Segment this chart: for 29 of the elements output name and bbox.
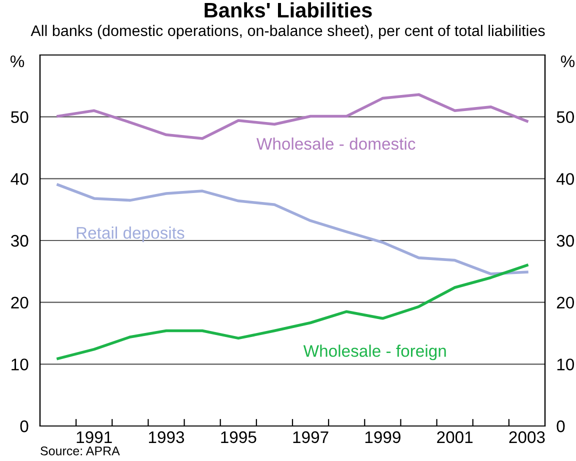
chart-subtitle: All banks (domestic operations, on-balance sheet), per cent of total liabilities bbox=[30, 24, 545, 40]
series-label: Wholesale - domestic bbox=[256, 138, 416, 150]
y2-tick-label: 0 bbox=[556, 420, 565, 432]
series-label: Retail deposits bbox=[76, 226, 184, 242]
y-tick-label: 20 bbox=[11, 296, 28, 309]
x-tick-label: 1997 bbox=[293, 431, 328, 444]
y2-tick-label: 10 bbox=[557, 358, 574, 370]
y-tick-label: 0 bbox=[20, 420, 28, 432]
y-tick-label: 50 bbox=[11, 111, 28, 124]
x-tick-label: 1999 bbox=[365, 431, 400, 444]
series-label: Wholesale - foreign bbox=[303, 344, 446, 360]
y-tick-label: 30 bbox=[10, 234, 28, 247]
y2-tick-label: 40 bbox=[556, 173, 574, 185]
y2-tick-label: 50 bbox=[556, 111, 574, 124]
y2-tick-label: 30 bbox=[556, 234, 574, 247]
x-tick-label: 1993 bbox=[148, 431, 184, 444]
x-tick-label: 1995 bbox=[221, 431, 256, 444]
chart-title: Banks' Liabilities bbox=[204, 2, 372, 18]
line-series bbox=[56, 183, 528, 276]
y-tick-label: 10 bbox=[12, 358, 28, 370]
y-tick-label: 40 bbox=[10, 173, 28, 185]
x-tick-label: 1991 bbox=[76, 431, 112, 444]
x-tick-label: 2003 bbox=[509, 431, 545, 444]
source-note: Source: APRA bbox=[40, 446, 120, 456]
y2-axis-title: % bbox=[560, 56, 575, 68]
y-axis-title: % bbox=[10, 56, 24, 68]
y2-tick-label: 20 bbox=[556, 296, 574, 309]
line-series bbox=[56, 264, 528, 360]
x-tick-label: 2001 bbox=[437, 431, 473, 444]
